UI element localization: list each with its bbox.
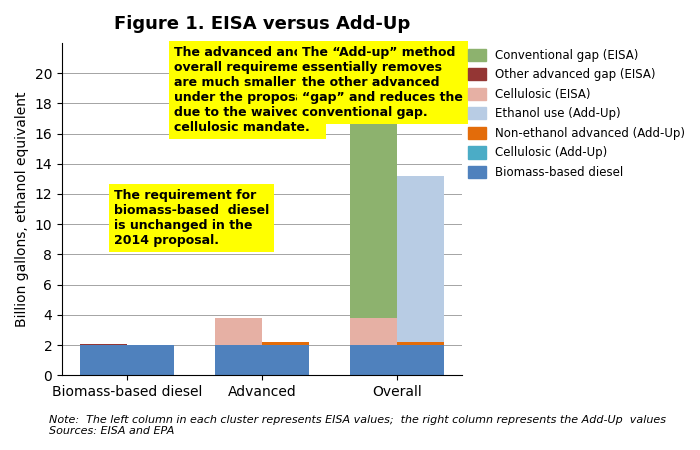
- Text: Note:  The left column in each cluster represents EISA values;  the right column: Note: The left column in each cluster re…: [49, 415, 666, 436]
- Title: Figure 1. EISA versus Add-Up: Figure 1. EISA versus Add-Up: [114, 15, 410, 33]
- Bar: [349, 318, 397, 345]
- Bar: [262, 342, 309, 345]
- Text: The “Add-up” method
essentially removes
the other advanced
“gap” and reduces the: The “Add-up” method essentially removes …: [302, 46, 463, 119]
- Y-axis label: Billion gallons, ethanol equivalent: Billion gallons, ethanol equivalent: [15, 91, 29, 327]
- Text: The advanced and
overall requirements
are much smaller
under the proposal
due to: The advanced and overall requirements ar…: [174, 46, 321, 134]
- Bar: [349, 345, 397, 375]
- Bar: [397, 345, 444, 375]
- Bar: [215, 345, 262, 375]
- Bar: [215, 318, 262, 345]
- Bar: [262, 345, 309, 375]
- Legend: Conventional gap (EISA), Other advanced gap (EISA), Cellulosic (EISA), Ethanol u: Conventional gap (EISA), Other advanced …: [468, 49, 685, 179]
- Bar: [397, 342, 444, 345]
- Bar: [80, 345, 127, 375]
- Text: The requirement for
biomass-based  diesel
is unchanged in the
2014 proposal.: The requirement for biomass-based diesel…: [114, 189, 270, 247]
- Bar: [349, 104, 397, 318]
- Bar: [127, 345, 174, 375]
- Bar: [80, 343, 127, 345]
- Bar: [397, 176, 444, 342]
